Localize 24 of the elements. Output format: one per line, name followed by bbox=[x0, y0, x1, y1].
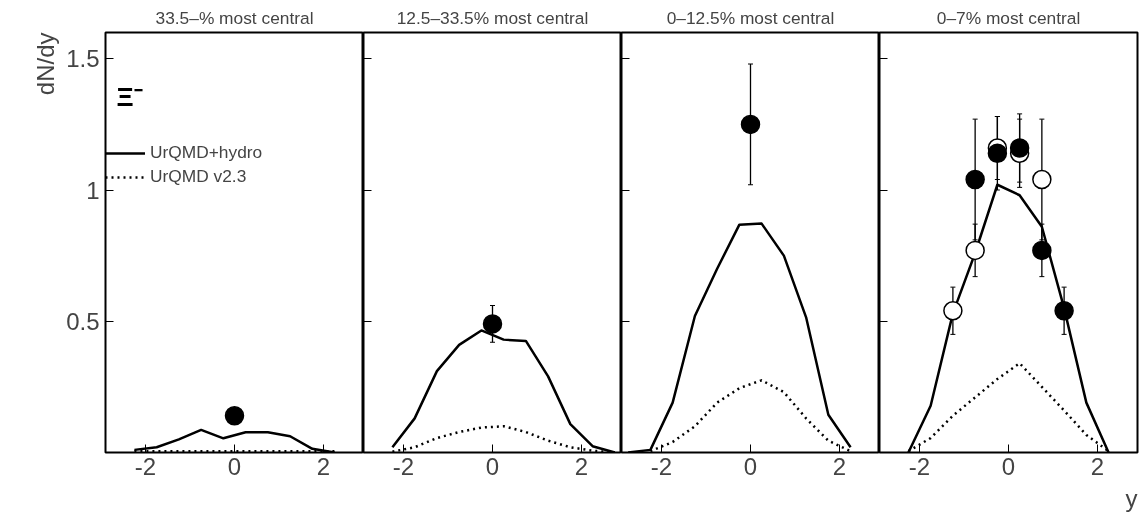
x-tick-label: 0 bbox=[1001, 452, 1016, 480]
x-tick-label: 2 bbox=[316, 452, 331, 480]
x-tick-label: 2 bbox=[574, 452, 589, 480]
chart-title: 12.5–33.5% most central bbox=[396, 7, 589, 28]
x-tick-label: -2 bbox=[392, 452, 415, 480]
x-axis-title: y bbox=[1125, 484, 1138, 512]
x-tick-label: 0 bbox=[227, 452, 242, 480]
y-tick-label: 0.5 bbox=[66, 307, 100, 335]
x-tick-label: 2 bbox=[832, 452, 847, 480]
x-tick-label: -2 bbox=[650, 452, 673, 480]
x-tick-label: 0 bbox=[743, 452, 758, 480]
x-tick-label: 0 bbox=[485, 452, 500, 480]
y-axis-title: dN/dy bbox=[31, 32, 59, 96]
chart-title: 0–7% most central bbox=[936, 7, 1081, 28]
chart-title: 33.5–% most central bbox=[155, 7, 314, 28]
x-tick-label: -2 bbox=[134, 452, 157, 480]
legend-label: UrQMD v2.3 bbox=[150, 166, 247, 187]
y-tick-label: 1.5 bbox=[66, 45, 100, 73]
x-tick-label: -2 bbox=[908, 452, 931, 480]
chart-title: 0–12.5% most central bbox=[666, 7, 835, 28]
y-tick-label: 1 bbox=[86, 176, 100, 204]
legend-label: UrQMD+hydro bbox=[150, 142, 263, 163]
x-tick-label: 2 bbox=[1090, 452, 1105, 480]
annotation: Ξ⁻ bbox=[116, 82, 143, 113]
